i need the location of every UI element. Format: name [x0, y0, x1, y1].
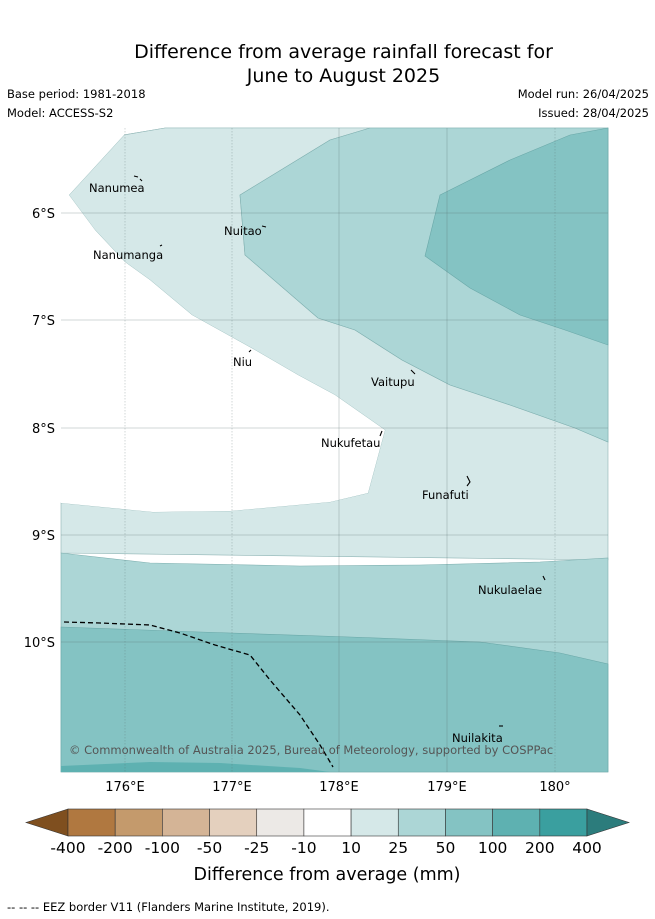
- region-50-100mm-north: [424, 127, 609, 346]
- colorbar-labels: -400 -200 -100 -50 -25 -10 10 25 50 100 200 400: [50, 839, 601, 857]
- map-title-line2: June to August 2025: [246, 65, 441, 87]
- colorbar-tick-label: -50: [197, 839, 222, 857]
- colorbar: [25, 808, 630, 837]
- colorbar-tick-label: -400: [50, 839, 85, 857]
- map-title-line1: Difference from average rainfall forecas…: [134, 41, 553, 63]
- colorbar-cell: [303, 808, 352, 837]
- island-shapes: [133, 175, 546, 727]
- lat-tick-7s: 7°S: [32, 314, 55, 329]
- place-label-nanumea: Nanumea: [89, 181, 145, 195]
- lon-tick-177e: 177°E: [212, 780, 252, 795]
- lat-tick-6s: 6°S: [32, 207, 55, 222]
- place-label-nanumanga: Nanumanga: [93, 248, 163, 262]
- colorbar-cell: [539, 808, 588, 837]
- colorbar-cell: [209, 808, 258, 837]
- colorbar-cell: [67, 808, 116, 837]
- colorbar-title: Difference from average (mm): [193, 865, 460, 885]
- colorbar-tick-label: -25: [244, 839, 269, 857]
- colorbar-cell: [397, 808, 446, 837]
- colorbar-cell: [445, 808, 493, 837]
- copyright-notice: © Commonwealth of Australia 2025, Bureau…: [69, 743, 553, 757]
- place-label-niu: Niu: [233, 355, 252, 369]
- region-neutral: [61, 128, 385, 512]
- lat-tick-9s: 9°S: [32, 529, 55, 544]
- place-label-nuitao: Nuitao: [224, 224, 262, 238]
- colorbar-tick-label: -10: [291, 839, 316, 857]
- colorbar-cell: [256, 808, 305, 837]
- lat-tick-8s: 8°S: [32, 422, 55, 437]
- base-period-label: Base period: 1981-2018: [7, 87, 146, 101]
- colorbar-tick-label: 10: [341, 839, 361, 857]
- place-label-nukulaelae: Nukulaelae: [478, 583, 542, 597]
- colorbar-extend-high: [586, 808, 630, 837]
- colorbar-tick-label: 200: [525, 839, 555, 857]
- model-run-label: Model run: 26/04/2025: [517, 87, 649, 101]
- lon-tick-180: 180°: [539, 780, 570, 795]
- lat-tick-10s: 10°S: [24, 636, 55, 651]
- colorbar-tick-label: -200: [98, 839, 133, 857]
- colorbar-extend-low: [25, 808, 69, 837]
- place-label-vaitupu: Vaitupu: [371, 375, 415, 389]
- colorbar-cell: [114, 808, 163, 837]
- colorbar-tick-label: 50: [436, 839, 456, 857]
- model-label: Model: ACCESS-S2: [7, 106, 114, 120]
- colorbar-tick-label: 25: [388, 839, 408, 857]
- colorbar-cell: [350, 808, 399, 837]
- lon-tick-178e: 178°E: [319, 780, 359, 795]
- place-label-funafuti: Funafuti: [422, 488, 469, 502]
- eez-border: [63, 621, 334, 768]
- colorbar-tick-label: 400: [572, 839, 602, 857]
- place-label-nuilakita: Nuilakita: [452, 731, 503, 745]
- colorbar-tick-label: 100: [478, 839, 508, 857]
- colorbar-tick-label: -100: [145, 839, 180, 857]
- colorbar-cell: [162, 808, 210, 837]
- colorbar-cell: [492, 808, 541, 837]
- map-grid: [61, 128, 608, 772]
- eez-legend-note: -- -- -- EEZ border V11 (Flanders Marine…: [7, 900, 330, 914]
- lon-tick-176e: 176°E: [105, 780, 145, 795]
- lon-tick-179e: 179°E: [427, 780, 467, 795]
- issued-label: Issued: 28/04/2025: [538, 106, 649, 120]
- region-100-200mm-south: [61, 762, 330, 772]
- place-label-nukufetau: Nukufetau: [321, 436, 380, 450]
